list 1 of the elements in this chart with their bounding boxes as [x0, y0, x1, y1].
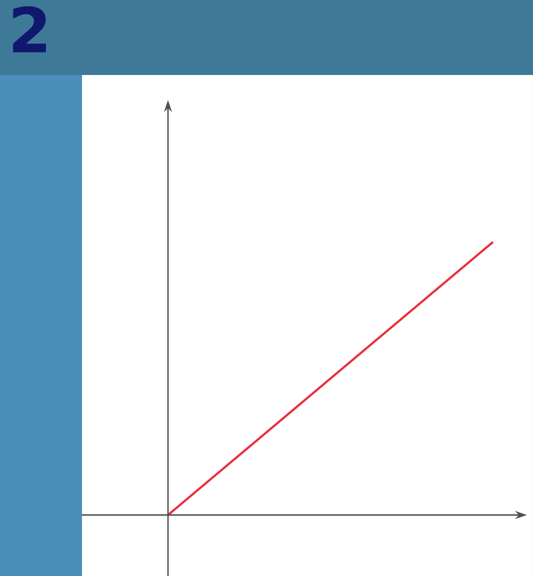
chart-title: 2 — [13, 6, 46, 52]
